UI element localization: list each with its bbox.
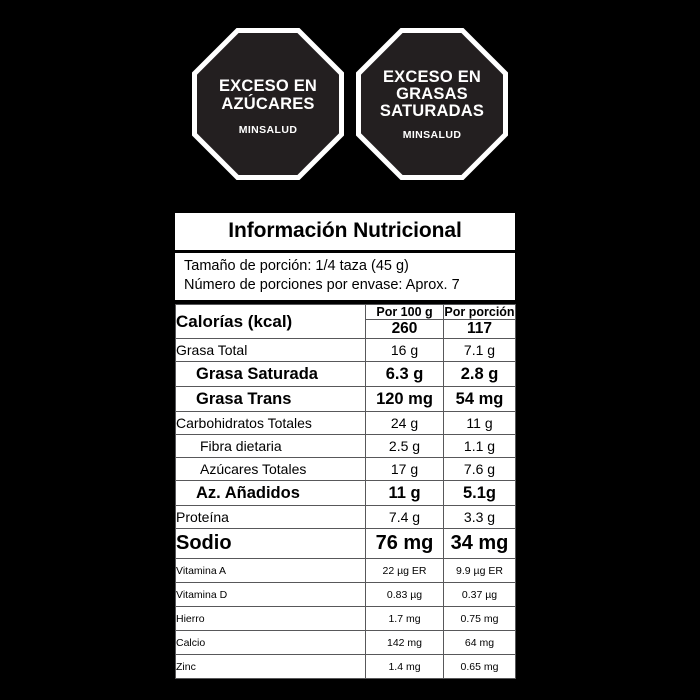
table-row: Fibra dietaria 2.5 g 1.1 g (175, 434, 516, 459)
nutrient-per-100g: 7.4 g (365, 505, 444, 530)
table-row: Az. Añadidos 11 g 5.1g (175, 480, 516, 507)
micronutrient-label: Vitamina D (175, 582, 366, 608)
micronutrient-label: Zinc (175, 654, 366, 680)
micronutrient-per-100g: 142 mg (365, 630, 444, 656)
table-row: Hierro 1.7 mg 0.75 mg (175, 606, 516, 632)
micronutrient-per-serving: 0.75 mg (443, 606, 516, 632)
nutrient-label: Grasa Saturada (175, 361, 366, 388)
nutrient-table-body: Calorías (kcal) Por 100 g Por porción 26… (175, 304, 516, 680)
calories-value-row: 260 117 (176, 319, 516, 340)
table-row: Sodio 76 mg 34 mg (175, 528, 516, 560)
micronutrient-label: Calcio (175, 630, 366, 656)
seal-line-3: SATURADAS (379, 102, 485, 121)
micronutrient-label: Vitamina A (175, 558, 366, 584)
nutrient-label: Proteína (175, 505, 366, 530)
column-header-per-serving: Por porción (443, 304, 516, 321)
warning-seal-exceso-azucares: EXCESO EN AZÚCARES MINSALUD (192, 28, 344, 180)
seal-text-block: EXCESO EN AZÚCARES (213, 78, 323, 112)
nutrient-per-100g: 2.5 g (365, 434, 444, 459)
calories-per-100g: 260 (365, 319, 444, 340)
nutrient-per-serving: 2.8 g (443, 361, 516, 388)
table-row: Carbohidratos Totales 24 g 11 g (175, 411, 516, 436)
micronutrient-per-serving: 0.37 µg (443, 582, 516, 608)
seal-text-block: EXCESO EN GRASAS SATURADAS (374, 67, 490, 121)
table-row: Grasa Total 16 g 7.1 g (175, 338, 516, 363)
nutrient-label: Az. Añadidos (175, 480, 366, 507)
nutrient-per-serving: 7.6 g (443, 457, 516, 482)
micronutrient-per-serving: 0.65 mg (443, 654, 516, 680)
nutrient-label: Fibra dietaria (175, 434, 366, 459)
nutrient-per-100g: 11 g (365, 480, 444, 507)
seal-inner-octagon (197, 33, 339, 175)
nutrient-per-serving: 5.1g (443, 480, 516, 507)
nutrient-per-serving: 3.3 g (443, 505, 516, 530)
micronutrient-per-serving: 9.9 µg ER (443, 558, 516, 584)
nutrient-per-serving: 11 g (443, 411, 516, 436)
nutrient-per-100g: 6.3 g (365, 361, 444, 388)
nutrient-per-serving: 7.1 g (443, 338, 516, 363)
nutrient-per-100g: 17 g (365, 457, 444, 482)
table-row: Proteína 7.4 g 3.3 g (175, 505, 516, 530)
serving-info-block: Tamaño de porción: 1/4 taza (45 g) Númer… (175, 253, 515, 305)
nutrient-per-serving: 1.1 g (443, 434, 516, 459)
seal-line-1: EXCESO EN (218, 77, 318, 96)
table-row: Vitamina A 22 µg ER 9.9 µg ER (175, 558, 516, 584)
label-title: Información Nutricional (175, 213, 515, 253)
nutrient-per-100g: 16 g (365, 338, 444, 363)
seal-authority-label: MINSALUD (402, 129, 462, 142)
warning-seal-exceso-grasas-saturadas: EXCESO EN GRASAS SATURADAS MINSALUD (356, 28, 508, 180)
seal-authority-label: MINSALUD (238, 123, 298, 136)
micronutrient-per-100g: 22 µg ER (365, 558, 444, 584)
nutrition-facts-label: Información Nutricional Tamaño de porció… (172, 210, 518, 683)
seal-line-2: AZÚCARES (221, 94, 315, 113)
table-row: Vitamina D 0.83 µg 0.37 µg (175, 582, 516, 608)
column-header-per-100g: Por 100 g (365, 304, 444, 321)
table-row: Calcio 142 mg 64 mg (175, 630, 516, 656)
nutrient-table: Calorías (kcal) Por 100 g Por porción 26… (175, 304, 516, 680)
nutrient-per-100g: 24 g (365, 411, 444, 436)
micronutrient-per-serving: 64 mg (443, 630, 516, 656)
nutrient-per-serving: 54 mg (443, 386, 516, 413)
table-row: Zinc 1.4 mg 0.65 mg (175, 654, 516, 680)
seal-line-2: GRASAS (396, 84, 468, 103)
seal-inner-octagon (361, 33, 503, 175)
calories-per-serving: 117 (443, 319, 516, 340)
nutrient-label: Azúcares Totales (175, 457, 366, 482)
table-row: Grasa Saturada 6.3 g 2.8 g (175, 361, 516, 388)
micronutrient-per-100g: 1.4 mg (365, 654, 444, 680)
warning-seals-group: EXCESO EN AZÚCARES MINSALUD EXCESO EN GR… (0, 28, 700, 180)
nutrient-per-100g: 120 mg (365, 386, 444, 413)
table-row: Grasa Trans 120 mg 54 mg (175, 386, 516, 413)
nutrient-per-100g: 76 mg (365, 528, 444, 560)
serving-size: Tamaño de porción: 1/4 taza (45 g) (184, 258, 409, 274)
calories-header-row: Calorías (kcal) Por 100 g Por porción (175, 304, 516, 339)
nutrient-label: Grasa Total (175, 338, 366, 363)
nutrient-label: Sodio (175, 528, 366, 560)
table-row: Azúcares Totales 17 g 7.6 g (175, 457, 516, 482)
servings-per-container: Número de porciones por envase: Aprox. 7 (184, 277, 460, 294)
calories-label: Calorías (kcal) (175, 304, 366, 339)
micronutrient-per-100g: 1.7 mg (365, 606, 444, 632)
nutrient-per-serving: 34 mg (443, 528, 516, 560)
nutrient-label: Grasa Trans (175, 386, 366, 413)
seal-line-1: EXCESO EN (382, 67, 482, 86)
micronutrient-per-100g: 0.83 µg (365, 582, 444, 608)
nutrient-label: Carbohidratos Totales (175, 411, 366, 436)
micronutrient-label: Hierro (175, 606, 366, 632)
